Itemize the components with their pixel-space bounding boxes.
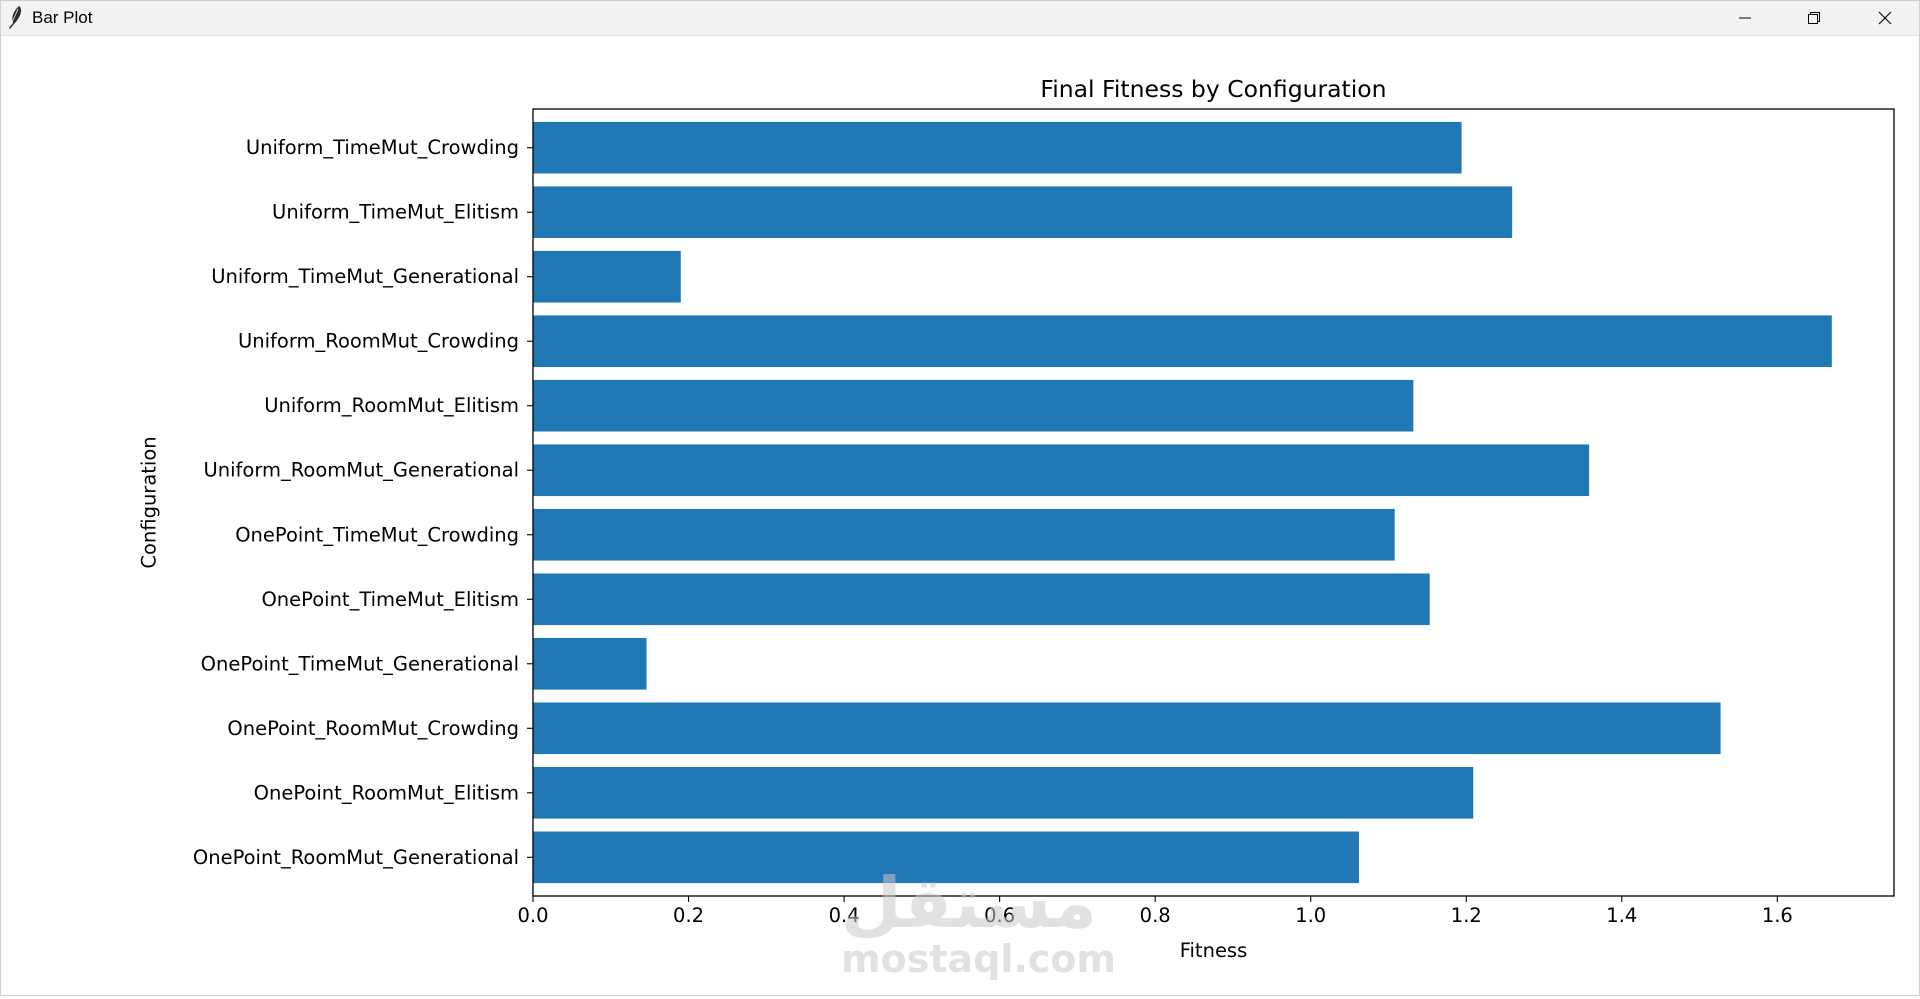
y-tick-label: OnePoint_TimeMut_Elitism <box>261 588 519 611</box>
y-tick-label: Uniform_TimeMut_Generational <box>211 265 519 288</box>
y-tick-label: OnePoint_RoomMut_Elitism <box>254 781 519 804</box>
bar-uniform-timemut-generational <box>533 250 681 303</box>
close-icon <box>1878 11 1892 25</box>
minimize-icon <box>1739 17 1751 19</box>
x-axis-label: Fitness <box>1180 939 1248 962</box>
y-tick-label: Uniform_TimeMut_Crowding <box>246 136 519 159</box>
chart-title: Final Fitness by Configuration <box>1040 75 1386 103</box>
y-tick-label: OnePoint_RoomMut_Crowding <box>227 717 519 740</box>
y-tick-label: OnePoint_TimeMut_Crowding <box>235 523 519 546</box>
x-tick-label: 1.6 <box>1762 904 1793 927</box>
x-tick-label: 1.4 <box>1606 904 1637 927</box>
bar-chart: OnePoint_RoomMut_Generational OnePoint_Ro… <box>138 75 1895 962</box>
close-button[interactable] <box>1850 1 1920 35</box>
bar-uniform-roommut-generational <box>533 444 1590 497</box>
y-tick-label: OnePoint_RoomMut_Generational <box>193 846 519 869</box>
bar-onepoint-timemut-elitism <box>533 573 1430 626</box>
bar-onepoint-roommut-elitism <box>533 766 1474 819</box>
y-tick-label: OnePoint_TimeMut_Generational <box>201 652 519 675</box>
y-tick-label: Uniform_RoomMut_Generational <box>203 459 519 482</box>
feather-icon <box>9 6 22 29</box>
y-tick-label: Uniform_RoomMut_Elitism <box>264 394 519 417</box>
bar-onepoint-roommut-generational <box>533 831 1359 884</box>
x-tick-label: 0.0 <box>517 904 548 927</box>
title-bar[interactable]: Bar Plot <box>1 1 1919 36</box>
x-tick-label: 0.2 <box>673 904 704 927</box>
x-tick-label: 1.0 <box>1295 904 1326 927</box>
restore-button[interactable] <box>1779 1 1849 35</box>
x-tick-label: 0.8 <box>1140 904 1171 927</box>
restore-icon <box>1808 12 1820 24</box>
bar-uniform-roommut-elitism <box>533 379 1414 432</box>
y-tick-label: Uniform_TimeMut_Elitism <box>272 201 519 224</box>
minimize-button[interactable] <box>1710 1 1780 35</box>
bar-uniform-timemut-elitism <box>533 186 1513 239</box>
bar-onepoint-timemut-generational <box>533 637 647 690</box>
bar-uniform-timemut-crowding <box>533 121 1462 174</box>
bar-onepoint-roommut-crowding <box>533 702 1721 755</box>
x-tick-label: 0.6 <box>984 904 1015 927</box>
chart-area: OnePoint_RoomMut_Generational OnePoint_Ro… <box>1 36 1919 995</box>
window-title: Bar Plot <box>32 8 93 27</box>
y-tick-label: Uniform_RoomMut_Crowding <box>238 330 519 353</box>
y-axis-label: Configuration <box>138 436 161 568</box>
plot-frame <box>532 108 1895 897</box>
bar-uniform-roommut-crowding <box>533 315 1832 368</box>
x-tick-label: 1.2 <box>1451 904 1482 927</box>
bar-onepoint-timemut-crowding <box>533 508 1395 561</box>
x-tick-label: 0.4 <box>829 904 860 927</box>
